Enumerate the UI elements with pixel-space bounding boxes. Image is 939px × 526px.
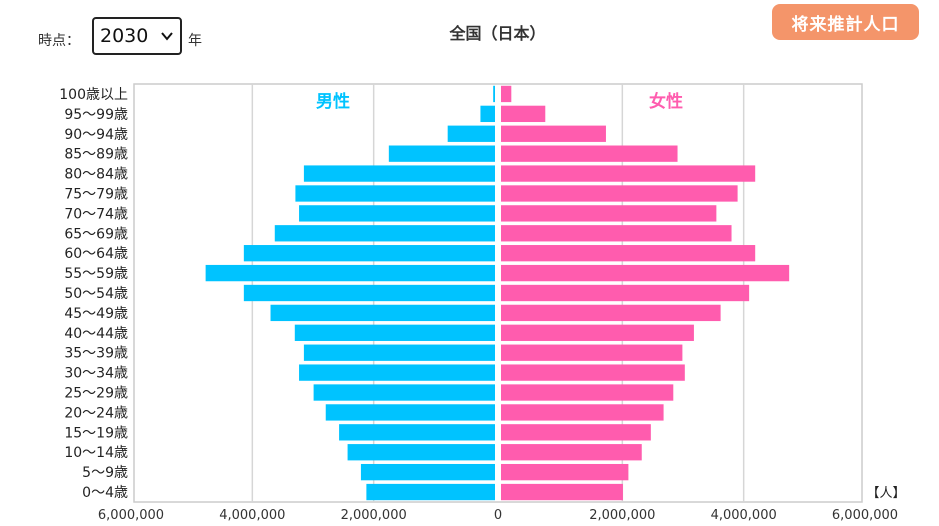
male-bar [325, 404, 495, 421]
female-bar [501, 85, 512, 103]
x-tick-label: 2,000,000 [589, 508, 655, 523]
x-tick-label: 6,000,000 [832, 508, 898, 523]
female-bar [501, 205, 717, 222]
female-bar [501, 165, 756, 182]
female-bar [501, 225, 732, 242]
year-select-value: 2030 [100, 25, 149, 47]
x-tick-label: 0 [494, 508, 502, 523]
age-category-label: 10〜14歳 [64, 445, 128, 461]
male-bar [360, 463, 495, 481]
male-bar [480, 105, 495, 123]
age-category-label: 70〜74歳 [64, 206, 128, 222]
age-category-label: 85〜89歳 [64, 147, 128, 163]
chart-title: 全国（日本） [449, 24, 546, 43]
male-bar [243, 284, 495, 302]
year-select[interactable]: 2030 [92, 17, 182, 55]
male-bar [339, 424, 495, 441]
grid-layer [133, 83, 863, 503]
age-category-label: 80〜84歳 [64, 167, 128, 183]
age-category-label: 55〜59歳 [64, 266, 128, 282]
age-category-label: 100歳以上 [59, 87, 128, 103]
age-category-label: 20〜24歳 [64, 405, 128, 421]
male-bar [303, 165, 495, 182]
female-bar [501, 344, 683, 361]
age-category-label: 45〜49歳 [64, 306, 128, 322]
male-bar [347, 444, 495, 461]
age-category-label: 75〜79歳 [64, 186, 128, 202]
female-bar [501, 424, 651, 441]
age-category-label: 0〜4歳 [82, 485, 128, 501]
bar-layer [205, 85, 790, 501]
female-bar [501, 145, 678, 162]
male-bar [295, 185, 495, 202]
male-bar [243, 245, 495, 262]
age-category-label: 60〜64歳 [64, 246, 128, 262]
female-bar [501, 364, 685, 381]
female-bar [501, 384, 674, 401]
female-bar [501, 284, 750, 302]
age-category-label: 5〜9歳 [82, 465, 128, 481]
male-bar [294, 324, 495, 341]
male-bar [299, 364, 495, 381]
x-tick-label: 6,000,000 [98, 508, 164, 523]
male-bar [299, 205, 495, 222]
x-tick-label: 4,000,000 [219, 508, 285, 523]
age-category-label: 40〜44歳 [64, 326, 128, 342]
age-category-label: 50〜54歳 [64, 286, 128, 302]
female-bar [501, 245, 756, 262]
time-label: 時点： [38, 33, 80, 49]
female-bar [501, 264, 790, 282]
male-bar [366, 483, 495, 501]
top-bar: 時点： 2030 年 全国（日本） 将来推計人口 [0, 0, 939, 70]
age-category-label: 35〜39歳 [64, 346, 128, 362]
female-bar [501, 483, 623, 501]
male-bar [493, 85, 495, 103]
age-category-label: 15〜19歳 [64, 425, 128, 441]
female-bar [501, 404, 664, 421]
male-bar [270, 304, 495, 322]
age-category-label: 30〜34歳 [64, 366, 128, 382]
male-bar [303, 344, 495, 361]
female-bar [501, 125, 606, 142]
female-bar [501, 304, 721, 322]
female-bar [501, 185, 738, 202]
age-category-label: 90〜94歳 [64, 127, 128, 143]
male-bar [313, 384, 495, 401]
female-bar [501, 105, 546, 123]
label-layer: 6,000,000 4,000,000 2,000,000 0 2,000,000 4,0… [59, 87, 905, 523]
x-tick-label: 2,000,000 [341, 508, 407, 523]
x-tick-label: 4,000,000 [711, 508, 777, 523]
male-bar [274, 225, 495, 242]
year-suffix: 年 [188, 33, 202, 49]
male-bar [447, 125, 495, 142]
age-category-label: 95〜99歳 [64, 107, 128, 123]
unit-label: 【人】 [866, 486, 905, 501]
female-series-label: 女性 [649, 91, 683, 112]
female-bar [501, 463, 629, 481]
male-bar [205, 264, 495, 282]
age-category-label: 25〜29歳 [64, 386, 128, 402]
female-bar [501, 444, 642, 461]
age-category-label: 65〜69歳 [64, 226, 128, 242]
female-bar [501, 324, 694, 341]
male-series-label: 男性 [316, 91, 350, 112]
male-bar [388, 145, 495, 162]
chevron-down-icon [161, 32, 173, 41]
plot-frame [133, 83, 863, 503]
future-population-button[interactable]: 将来推計人口 [772, 4, 919, 40]
